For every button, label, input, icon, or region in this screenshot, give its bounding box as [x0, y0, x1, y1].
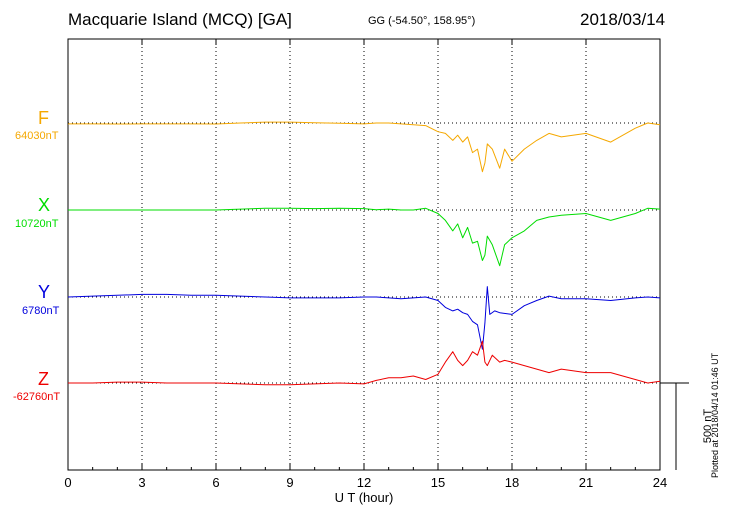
trace-label-z: Z	[38, 369, 49, 389]
trace-baseline-z: -62760nT	[13, 391, 61, 403]
x-tick-label: 18	[505, 475, 519, 490]
grid-layer	[141, 39, 587, 470]
trace-label-y: Y	[38, 282, 51, 302]
x-tick-label: 12	[357, 475, 371, 490]
series-line-f	[68, 121, 661, 173]
x-tick-label: 21	[579, 475, 593, 490]
trace-baseline-f: 64030nT	[15, 130, 59, 142]
x-axis-label: U T (hour)	[335, 490, 394, 505]
x-tick-label: 3	[138, 475, 145, 490]
x-tick-label: 24	[653, 475, 667, 490]
x-tick-label: 15	[431, 475, 445, 490]
tick-layer: 0 3 6 9 12 15 18 21 24	[64, 39, 667, 490]
chart-title: Macquarie Island (MCQ) [GA]	[68, 10, 292, 29]
trace-baseline-y: 6780nT	[22, 305, 60, 317]
x-tick-label: 9	[286, 475, 293, 490]
series-line-x	[68, 207, 661, 267]
scale-bar-label: 500 nT	[702, 409, 714, 444]
x-tick-label: 6	[212, 475, 219, 490]
series-line-z	[68, 340, 661, 386]
date-label: 2018/03/14	[580, 10, 666, 29]
trace-baseline-x: 10720nT	[15, 218, 59, 230]
x-tick-label: 0	[64, 475, 71, 490]
series-line-y	[67, 286, 661, 350]
baseline-layer	[68, 122, 660, 384]
trace-label-x: X	[38, 195, 51, 215]
series-layer	[67, 121, 661, 386]
scale-bar: 500 nT	[660, 382, 714, 470]
coordinates-label: GG (-54.50°, 158.95°)	[368, 15, 476, 27]
trace-label-f: F	[38, 108, 49, 128]
plotted-at-label: Plotted at 2018/04/14 01:46 UT	[710, 352, 720, 478]
